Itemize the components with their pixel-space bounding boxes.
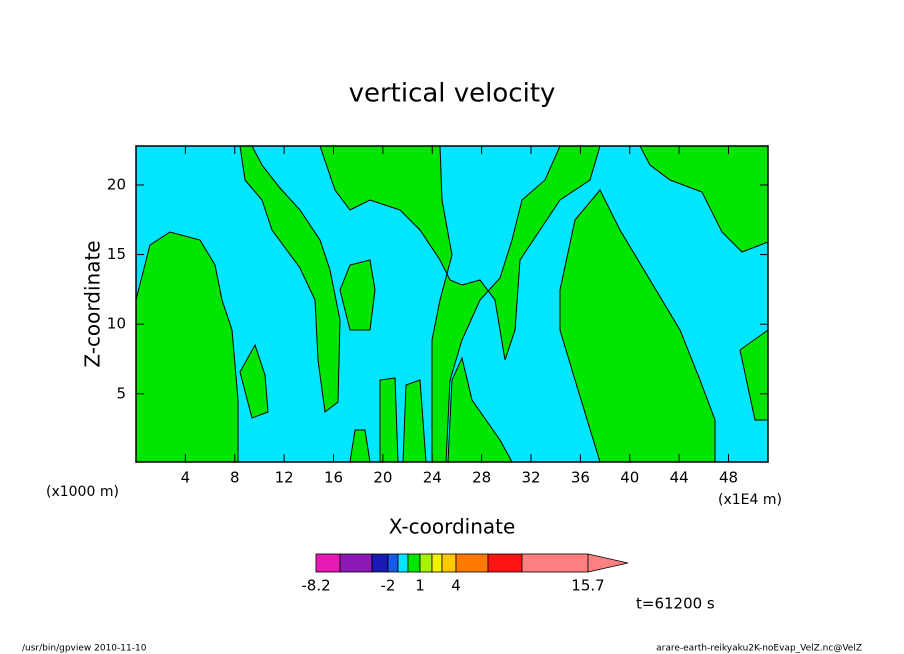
contour-field: [135, 145, 769, 463]
x-tick-label: 32: [521, 469, 540, 487]
colorbar-segment: [397, 553, 409, 573]
y-tick-label: 20: [107, 175, 126, 193]
colorbar-segment: [419, 553, 433, 573]
region: [135, 231, 239, 463]
region: [319, 145, 601, 463]
y-tick-label: 10: [107, 315, 126, 333]
colorbar-segment: [387, 553, 399, 573]
chart-title: vertical velocity: [349, 79, 556, 109]
plot-frame: [135, 145, 769, 463]
x-tick-label: 4: [181, 469, 191, 487]
x-tick-label: 12: [275, 469, 294, 487]
time-label: t=61200 s: [636, 595, 715, 613]
region: [559, 189, 716, 463]
colorbar-segment: [339, 553, 373, 573]
colorbar-segment: [441, 553, 457, 573]
x-axis-label: X-coordinate: [389, 515, 516, 539]
x-unit-left: (x1000 m): [46, 484, 119, 500]
x-unit-right: (x1E4 m): [718, 492, 782, 508]
x-tick-label: 8: [230, 469, 240, 487]
region: [379, 377, 399, 463]
x-tick-label: 20: [373, 469, 392, 487]
x-tick-label: 48: [719, 469, 738, 487]
colorbar-label: 15.7: [571, 577, 604, 595]
colorbar-segment: [315, 553, 341, 573]
colorbar-segment: [431, 553, 443, 573]
region: [150, 145, 341, 413]
x-tick-label: 28: [472, 469, 491, 487]
colorbar-label: 4: [451, 577, 461, 595]
green-regions: [135, 145, 769, 463]
y-tick-label: 5: [116, 384, 126, 402]
colorbar-label: 1: [415, 577, 425, 595]
y-tick-label: 15: [107, 245, 126, 263]
colorbar-label: -2: [381, 577, 396, 595]
colorbar-segment: [487, 553, 523, 573]
colorbar-segment: [521, 553, 589, 573]
x-tick-label: 44: [670, 469, 689, 487]
x-tick-label: 36: [571, 469, 590, 487]
footer-left: /usr/bin/gpview 2010-11-10: [22, 644, 147, 654]
region: [339, 259, 376, 331]
colorbar-label: -8.2: [301, 577, 330, 595]
y-axis-label: Z-coordinate: [81, 240, 105, 367]
region: [239, 343, 269, 419]
footer-right: arare-earth-reikyaku2K-noEvap_VelZ.nc@Ve…: [656, 644, 862, 654]
x-tick-label: 40: [620, 469, 639, 487]
x-tick-label: 16: [324, 469, 343, 487]
x-tick-label: 24: [423, 469, 442, 487]
colorbar-segment: [455, 553, 489, 573]
colorbar-extension: [587, 553, 629, 573]
colorbar-segment: [371, 553, 389, 573]
colorbar-segment: [407, 553, 421, 573]
